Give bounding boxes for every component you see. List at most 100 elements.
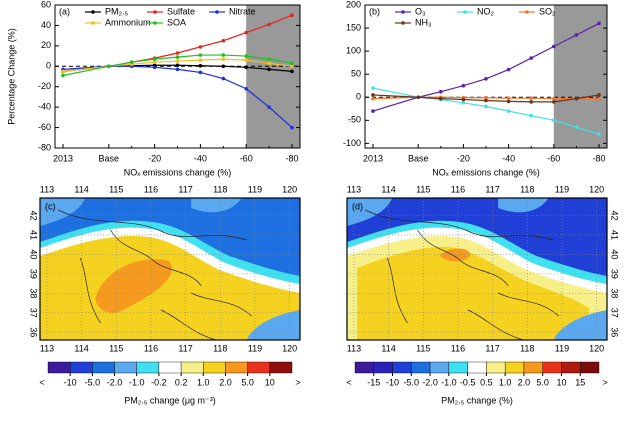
- data-point: [574, 96, 579, 101]
- x-tick-label: Base: [408, 153, 429, 163]
- data-point: [506, 109, 511, 113]
- data-point: [198, 58, 203, 62]
- y-tick-label: 39: [29, 269, 39, 279]
- colorbar-label: 2.0: [219, 377, 232, 387]
- data-point: [290, 69, 294, 74]
- colorbar-bin: [561, 361, 581, 374]
- x-tick-label: 115: [109, 343, 123, 353]
- y-tick-label: 36: [29, 327, 39, 337]
- x-tick-label: -20: [457, 153, 470, 163]
- data-point: [597, 21, 601, 26]
- colorbar-bin: [373, 361, 393, 374]
- x-tick-label: 115: [416, 343, 430, 353]
- x-tick-label: -60: [547, 153, 560, 163]
- y-tick-label: 100: [346, 46, 361, 56]
- legend-marker: [91, 10, 95, 14]
- legend-label: O₃: [415, 6, 426, 16]
- data-point: [267, 105, 271, 109]
- legend-marker: [153, 21, 157, 25]
- x-tick-label: -60: [240, 153, 253, 163]
- panel-label: (d): [352, 201, 363, 211]
- y-tick-label: 40: [41, 20, 51, 30]
- x-tick-label: 118: [213, 184, 227, 194]
- map-frame: [346, 197, 608, 341]
- colorbar-bin: [467, 361, 487, 374]
- data-point: [597, 93, 601, 97]
- y-tick-label: 0: [356, 92, 361, 102]
- boundary: [57, 209, 252, 341]
- legend-label: Ammonium: [105, 17, 151, 27]
- data-point: [152, 65, 157, 70]
- x-tick-label: -20: [148, 153, 161, 163]
- data-point: [484, 98, 488, 103]
- x-tick-label: 116: [451, 184, 465, 194]
- data-point: [267, 22, 271, 27]
- series-line: [372, 94, 600, 103]
- series-line: [372, 96, 599, 100]
- data-point: [371, 86, 375, 90]
- colorbar-label: -2.0: [422, 377, 438, 387]
- series-line: [62, 65, 293, 129]
- x-tick-label: -40: [502, 153, 515, 163]
- data-point: [198, 63, 203, 68]
- x-tick-label: 113: [40, 343, 54, 353]
- data-point: [506, 96, 511, 100]
- colorbar-title: PM₂.₅ change (μg m⁻³): [124, 395, 216, 405]
- legend-marker: [401, 21, 405, 25]
- data-point: [152, 57, 157, 61]
- colorbar-bin: [542, 361, 562, 374]
- colorbar-label: 0.5: [480, 377, 493, 387]
- series-line: [62, 58, 293, 72]
- data-point: [290, 61, 294, 66]
- data-point: [175, 63, 180, 68]
- data-point: [461, 97, 466, 102]
- data-point: [439, 89, 443, 94]
- x-tick-label: 116: [451, 343, 465, 353]
- colorbar-label: -2.0: [107, 377, 123, 387]
- data-point: [152, 60, 157, 64]
- x-tick-label: -80: [592, 153, 605, 163]
- map-region: [50, 246, 282, 340]
- colorbar-bin: [47, 361, 71, 374]
- colorbar-bin: [392, 361, 412, 374]
- x-tick-label: 117: [485, 184, 499, 194]
- data-point: [552, 44, 556, 49]
- data-point: [267, 67, 271, 72]
- data-point: [529, 56, 533, 60]
- x-tick-label: 120: [589, 343, 604, 353]
- map-region: [347, 198, 549, 226]
- colorbar-bin: [136, 361, 160, 374]
- colorbar-label: 1.0: [197, 377, 210, 387]
- colorbar-bin: [580, 361, 600, 374]
- colorbar-bin: [354, 361, 374, 374]
- x-tick-label: 119: [248, 343, 262, 353]
- y-tick-label: 38: [29, 288, 39, 298]
- x-tick-label: 120: [589, 184, 604, 194]
- y-tick-label: -100: [343, 138, 361, 148]
- x-tick-label: 113: [40, 184, 54, 194]
- x-tick-label: 120: [282, 343, 297, 353]
- colorbar-label: -0.2: [151, 377, 167, 387]
- data-point: [574, 125, 579, 130]
- colorbar-bin: [448, 361, 468, 374]
- y-tick-label: 150: [346, 22, 361, 32]
- data-point: [290, 64, 294, 69]
- colorbar-bin: [114, 361, 137, 374]
- x-tick-label: 117: [485, 343, 499, 353]
- data-point: [244, 86, 248, 91]
- y-tick-label: 50: [351, 69, 361, 79]
- data-point: [371, 109, 375, 113]
- y-tick-label: 39: [610, 269, 620, 279]
- panel-label: (c): [45, 201, 56, 211]
- y-tick-label: 36: [610, 327, 620, 337]
- colorbar-bin: [92, 361, 115, 374]
- y-tick-label: -80: [38, 142, 51, 152]
- x-tick-label: 115: [416, 184, 430, 194]
- x-tick-label: 119: [555, 343, 569, 353]
- data-point: [198, 70, 203, 75]
- map-area: [347, 198, 607, 341]
- x-tick-label: 115: [109, 184, 123, 194]
- colorbar-bin: [411, 361, 431, 374]
- x-tick-label: 114: [381, 184, 395, 194]
- colorbar-label: -5.0: [404, 377, 420, 387]
